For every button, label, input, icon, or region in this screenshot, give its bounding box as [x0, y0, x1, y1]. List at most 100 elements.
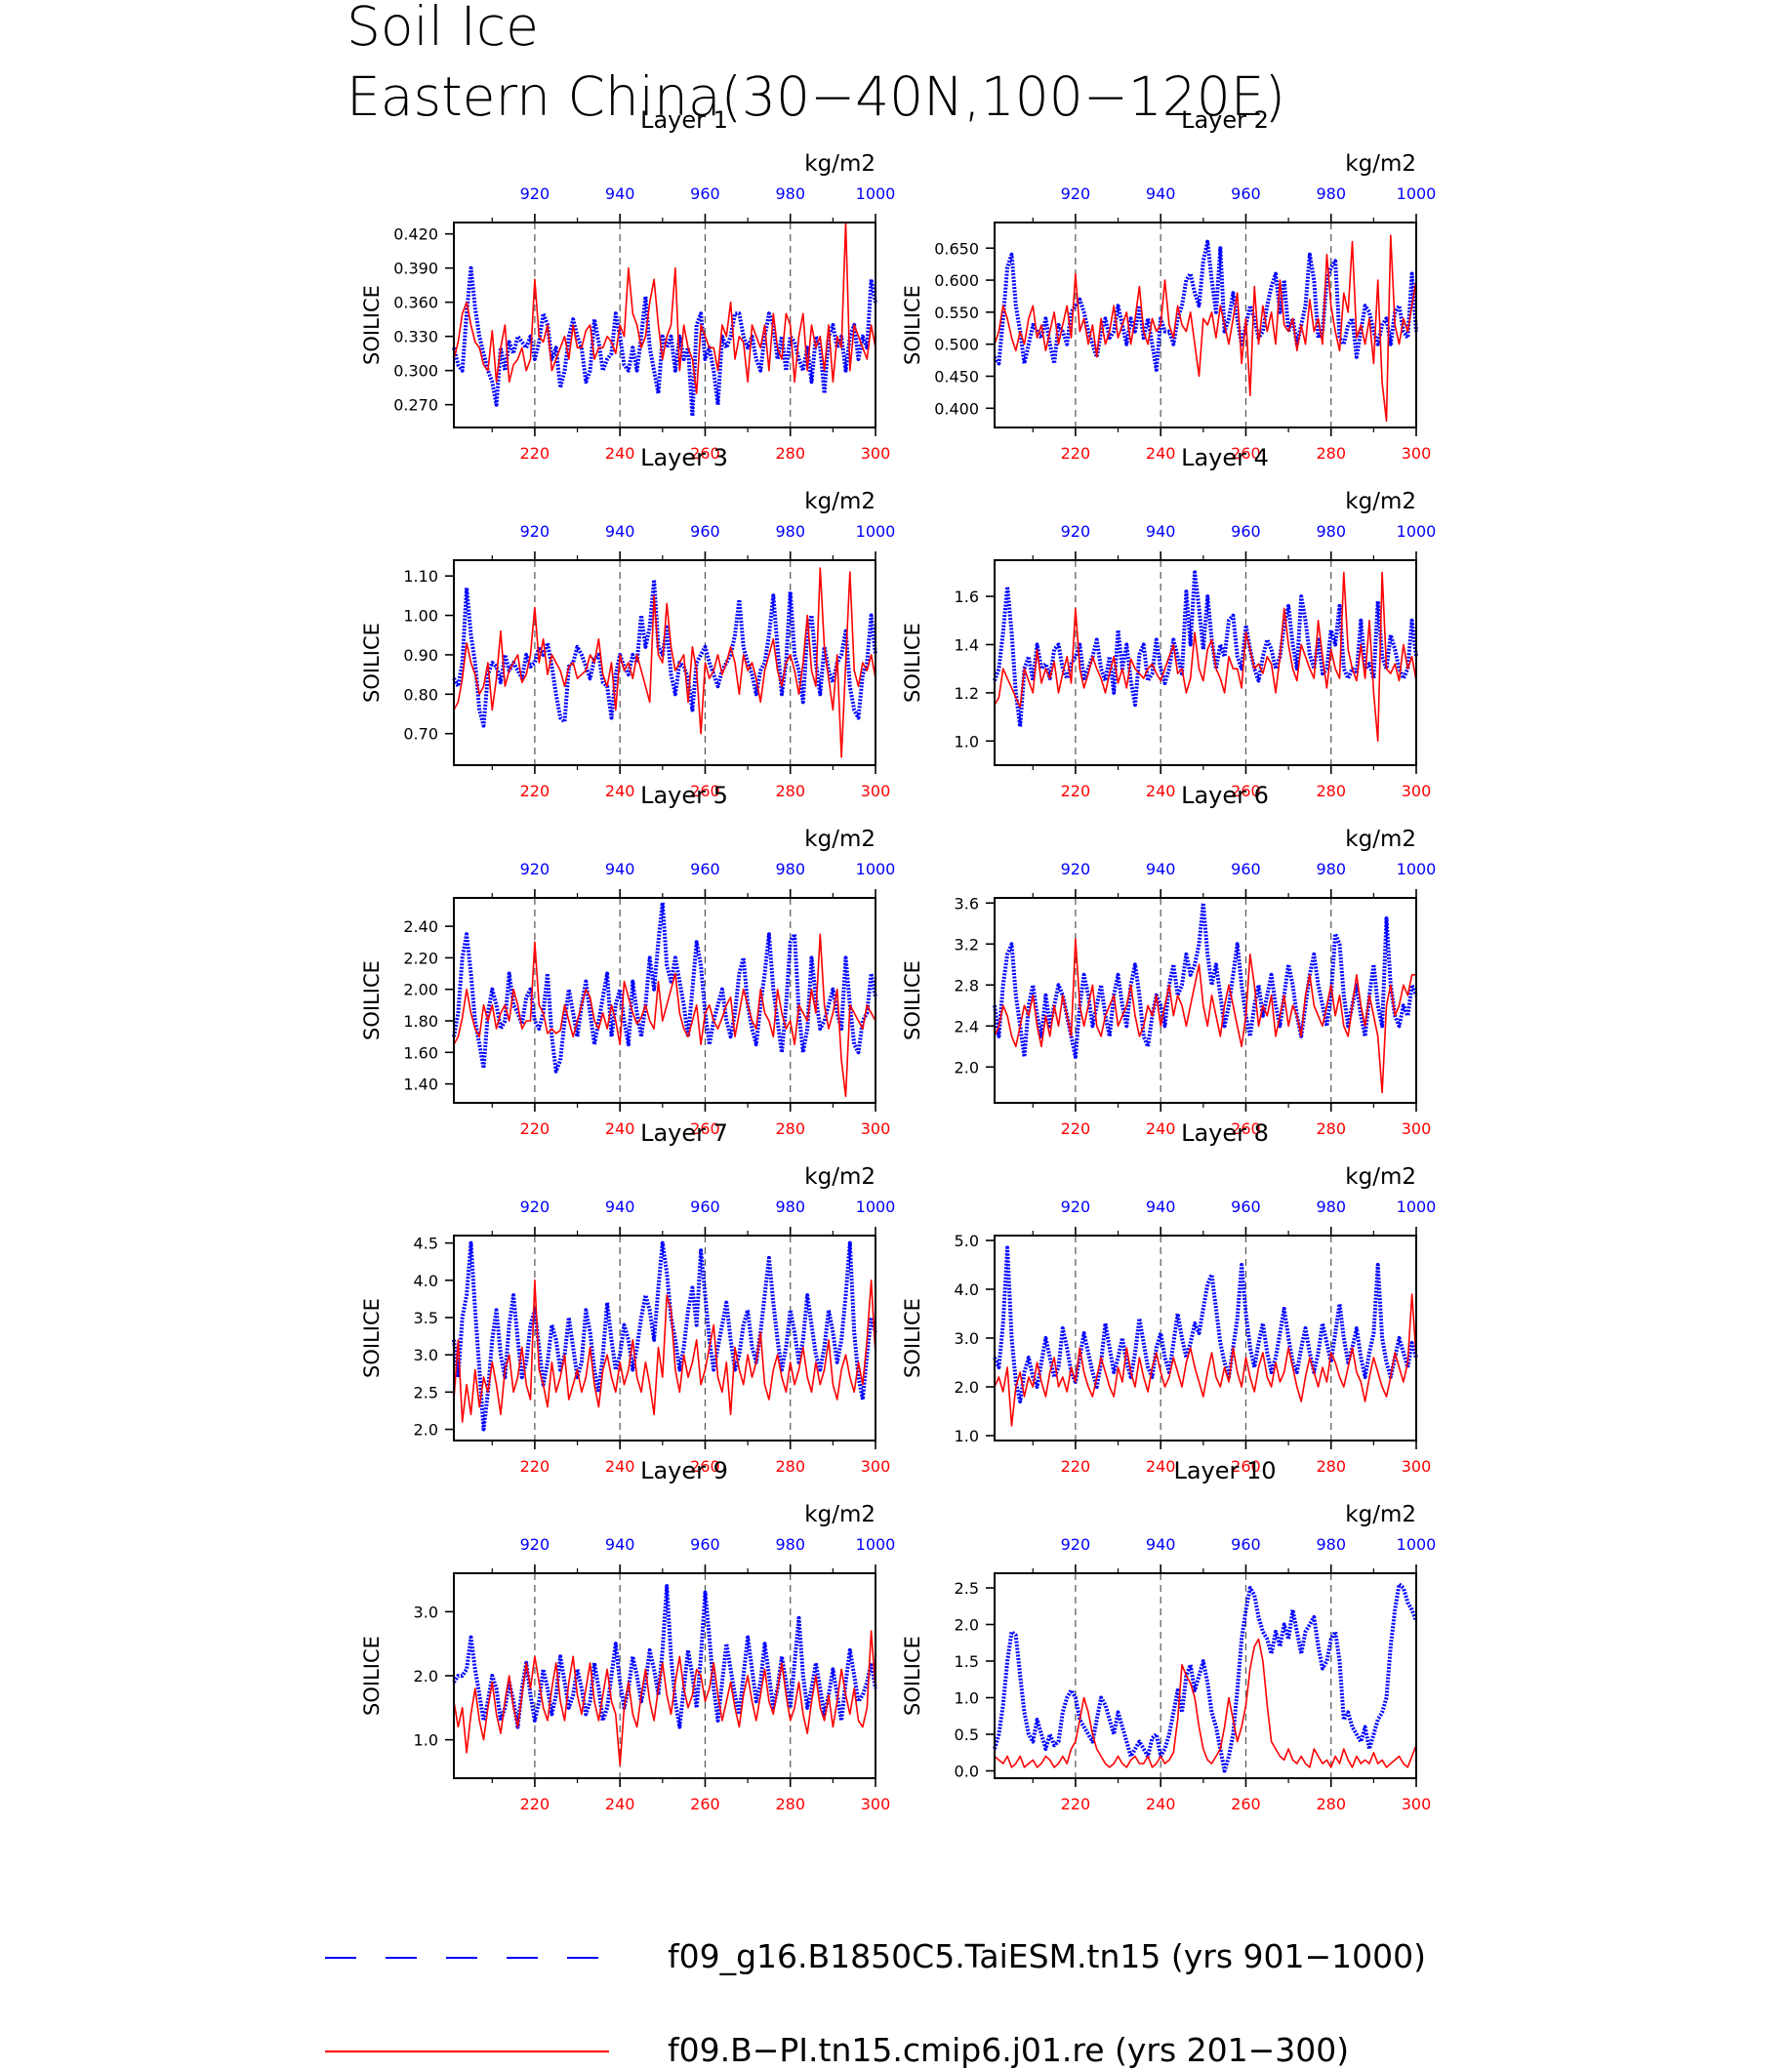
top-tick-label: 940 — [605, 1198, 635, 1216]
panel-title: Layer 7 — [640, 1119, 728, 1147]
top-tick-label: 1000 — [856, 1535, 896, 1554]
y-tick-label: 1.00 — [403, 607, 438, 626]
series-line-red — [453, 933, 876, 1098]
top-tick-label: 980 — [775, 184, 805, 203]
y-tick-label: 3.0 — [955, 1329, 979, 1348]
y-tick-label: 0.390 — [393, 260, 438, 278]
y-axis-label: SOILICE — [360, 1636, 384, 1716]
top-tick-label: 940 — [605, 860, 635, 878]
y-tick-label: 0.500 — [934, 336, 979, 354]
y-tick-label: 3.2 — [955, 935, 979, 954]
y-tick-label: 1.2 — [955, 684, 979, 703]
series-line-red — [994, 1638, 1417, 1768]
y-tick-label: 0.5 — [955, 1726, 979, 1744]
y-tick-label: 3.0 — [414, 1346, 438, 1364]
y-tick-label: 0.650 — [934, 239, 979, 258]
bottom-tick-label: 280 — [775, 1795, 805, 1813]
series-line-blue — [452, 1240, 877, 1432]
bottom-tick-label: 220 — [1061, 444, 1091, 463]
y-tick-label: 0.300 — [393, 362, 438, 381]
bottom-tick-label: 260 — [690, 782, 720, 800]
top-tick-label: 960 — [690, 1535, 720, 1554]
y-tick-label: 1.0 — [955, 732, 979, 751]
panel-layer-4: Layer 4 kg/m2 220 920 240 940 260 960 280 980 300 1… — [901, 444, 1436, 800]
panel-title: Layer 10 — [1173, 1457, 1276, 1484]
y-tick-label: 2.5 — [414, 1383, 438, 1401]
y-axis-label: SOILICE — [901, 1298, 924, 1378]
y-tick-label: 2.00 — [403, 981, 438, 999]
bottom-tick-label: 300 — [1402, 1119, 1432, 1138]
top-tick-label: 1000 — [856, 860, 896, 878]
top-tick-label: 960 — [1231, 184, 1261, 203]
bottom-tick-label: 280 — [775, 782, 805, 800]
y-tick-label: 2.8 — [955, 976, 979, 995]
top-tick-label: 1000 — [1397, 184, 1437, 203]
y-tick-label: 3.5 — [414, 1309, 438, 1327]
y-tick-label: 1.6 — [955, 588, 979, 606]
top-axis-units: kg/m2 — [1345, 1502, 1416, 1527]
series-line-blue — [993, 239, 1418, 372]
y-tick-label: 1.4 — [955, 635, 979, 654]
panel-layer-5: Layer 5 kg/m2 220 920 240 940 260 960 280 980 300 1… — [360, 782, 895, 1138]
series-line-red — [994, 1293, 1417, 1427]
bottom-tick-label: 240 — [1146, 1795, 1176, 1813]
top-tick-label: 940 — [1146, 184, 1176, 203]
top-tick-label: 920 — [1061, 184, 1091, 203]
series-line-red — [453, 222, 876, 394]
y-axis-label: SOILICE — [901, 960, 924, 1040]
series-line-red — [994, 938, 1416, 1094]
y-tick-label: 2.0 — [955, 1378, 979, 1397]
bottom-tick-label: 280 — [1316, 782, 1346, 800]
y-tick-label: 1.0 — [955, 1689, 979, 1708]
panel-title: Layer 6 — [1181, 782, 1269, 809]
bottom-tick-label: 280 — [775, 1457, 805, 1476]
y-tick-label: 2.0 — [955, 1058, 979, 1076]
y-tick-label: 0.90 — [403, 646, 438, 665]
bottom-tick-label: 220 — [1061, 1457, 1091, 1476]
bottom-tick-label: 300 — [1402, 782, 1432, 800]
bottom-tick-label: 280 — [1316, 444, 1346, 463]
y-tick-label: 0.270 — [393, 396, 438, 415]
bottom-tick-label: 260 — [690, 1457, 720, 1476]
top-tick-label: 1000 — [1397, 522, 1437, 541]
bottom-tick-label: 220 — [520, 782, 550, 800]
top-tick-label: 1000 — [1397, 1535, 1437, 1554]
panel-title: Layer 5 — [640, 782, 728, 809]
bottom-tick-label: 260 — [1231, 1457, 1261, 1476]
y-tick-label: 2.4 — [955, 1017, 979, 1036]
bottom-tick-label: 300 — [1402, 1795, 1432, 1813]
top-tick-label: 980 — [1316, 184, 1346, 203]
y-tick-label: 2.20 — [403, 949, 438, 967]
y-tick-label: 0.360 — [393, 294, 438, 312]
top-axis-units: kg/m2 — [804, 151, 876, 177]
top-tick-label: 940 — [1146, 860, 1176, 878]
bottom-tick-label: 260 — [1231, 444, 1261, 463]
bottom-tick-label: 240 — [1146, 782, 1176, 800]
panel-layer-3: Layer 3 kg/m2 220 920 240 940 260 960 280 980 300 1… — [360, 444, 895, 800]
series-line-red — [994, 571, 1417, 743]
top-tick-label: 1000 — [1397, 1198, 1437, 1216]
top-tick-label: 920 — [520, 1198, 550, 1216]
panel-title: Layer 8 — [1181, 1119, 1269, 1147]
panel-title: Layer 1 — [640, 106, 728, 134]
panel-layer-9: Layer 9 kg/m2 220 920 240 940 260 960 280 980 300 1… — [360, 1457, 895, 1813]
bottom-tick-label: 240 — [605, 782, 635, 800]
y-tick-label: 0.80 — [403, 685, 438, 704]
bottom-tick-label: 240 — [1146, 444, 1176, 463]
y-tick-label: 2.0 — [414, 1667, 438, 1685]
panel-title: Layer 3 — [640, 444, 728, 471]
bottom-tick-label: 300 — [861, 782, 891, 800]
bottom-tick-label: 300 — [861, 1795, 891, 1813]
plot-frame — [453, 222, 876, 428]
bottom-tick-label: 300 — [861, 444, 891, 463]
bottom-tick-label: 220 — [1061, 782, 1091, 800]
bottom-tick-label: 220 — [520, 1119, 550, 1138]
series-line-blue — [452, 578, 877, 728]
top-axis-units: kg/m2 — [1345, 151, 1416, 177]
top-tick-label: 920 — [1061, 522, 1091, 541]
top-tick-label: 1000 — [856, 522, 896, 541]
y-tick-label: 1.5 — [955, 1652, 979, 1671]
series-line-blue — [452, 1584, 877, 1729]
legend-label: f09_g16.B1850C5.TaiESM.tn15 (yrs 901−100… — [668, 1937, 1426, 1975]
